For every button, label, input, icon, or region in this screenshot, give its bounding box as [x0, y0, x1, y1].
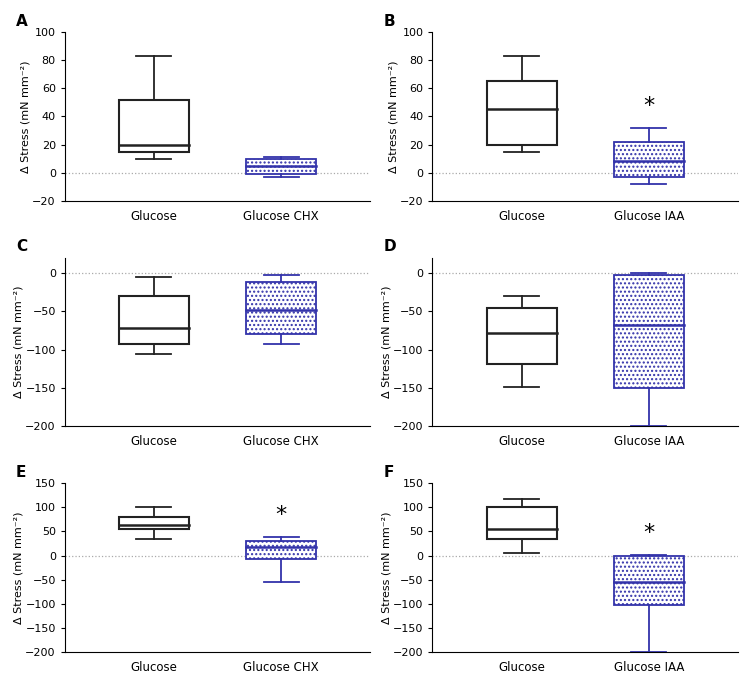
Text: *: * [644, 523, 654, 543]
Bar [487, 308, 556, 363]
Bar [246, 282, 317, 334]
Text: E: E [16, 465, 26, 480]
Bar [614, 142, 684, 177]
Y-axis label: Δ Stress (mN mm⁻²): Δ Stress (mN mm⁻²) [14, 286, 24, 398]
Y-axis label: Δ Stress (mN mm⁻²): Δ Stress (mN mm⁻²) [381, 511, 392, 624]
Y-axis label: Δ Stress (mN mm⁻²): Δ Stress (mN mm⁻²) [381, 286, 392, 398]
Bar [119, 296, 189, 345]
Bar [119, 100, 189, 151]
Text: B: B [384, 14, 396, 29]
Text: D: D [384, 239, 396, 255]
Bar [246, 159, 317, 174]
Text: *: * [644, 96, 654, 116]
Text: A: A [16, 14, 28, 29]
Bar [614, 275, 684, 388]
Bar [614, 556, 684, 605]
Y-axis label: Δ Stress (mN mm⁻²): Δ Stress (mN mm⁻²) [389, 60, 399, 173]
Bar [487, 507, 556, 539]
Text: C: C [16, 239, 27, 255]
Y-axis label: Δ Stress (mN mm⁻²): Δ Stress (mN mm⁻²) [14, 511, 24, 624]
Bar [487, 81, 556, 144]
Text: *: * [276, 506, 287, 526]
Y-axis label: Δ Stress (mN mm⁻²): Δ Stress (mN mm⁻²) [21, 60, 31, 173]
Bar [119, 517, 189, 529]
Bar [246, 541, 317, 559]
Text: F: F [384, 465, 394, 480]
